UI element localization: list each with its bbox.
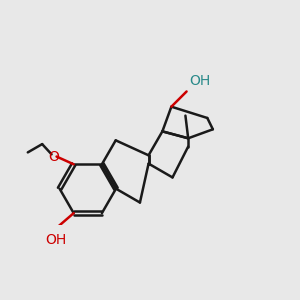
Text: OH: OH <box>46 233 67 247</box>
Text: OH: OH <box>189 74 210 88</box>
Text: O: O <box>48 149 59 164</box>
